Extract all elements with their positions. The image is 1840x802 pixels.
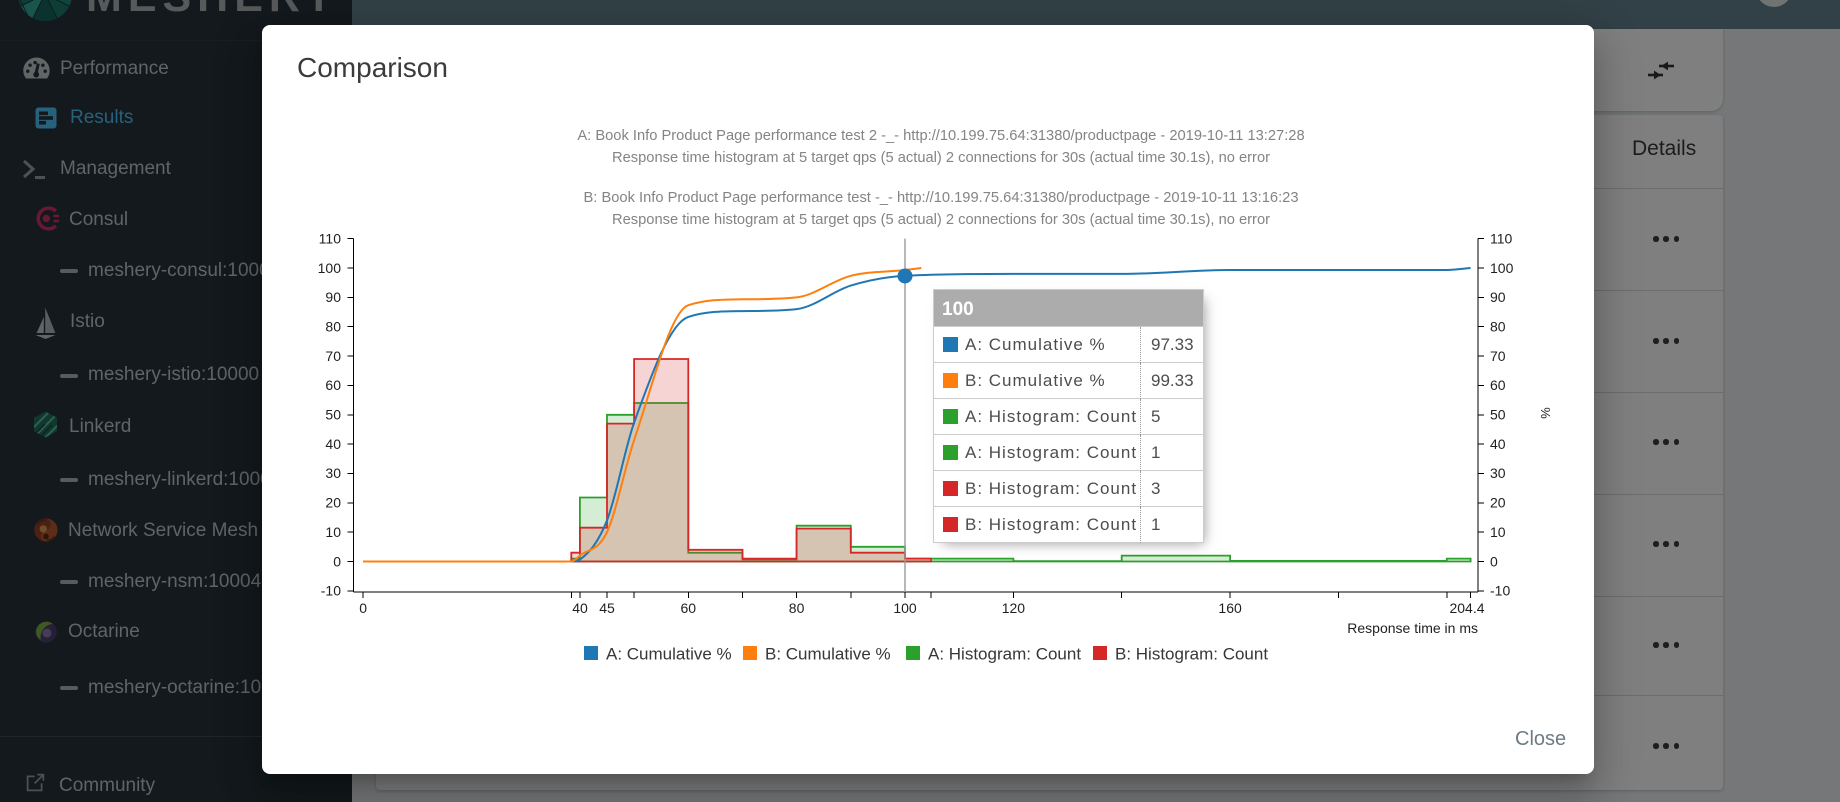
svg-text:%: %: [1538, 407, 1553, 419]
svg-text:110: 110: [319, 230, 342, 246]
svg-text:A: Cumulative %: A: Cumulative %: [606, 645, 732, 664]
svg-text:30: 30: [1490, 465, 1506, 481]
svg-text:110: 110: [1490, 230, 1513, 246]
svg-text:60: 60: [325, 377, 341, 393]
svg-text:120: 120: [1002, 600, 1026, 616]
svg-text:80: 80: [1490, 319, 1506, 335]
svg-text:40: 40: [1490, 436, 1506, 452]
svg-text:-10: -10: [321, 583, 341, 599]
svg-text:90: 90: [325, 289, 341, 305]
svg-text:100: 100: [1490, 260, 1514, 276]
svg-text:70: 70: [1490, 348, 1506, 364]
svg-text:10: 10: [1490, 524, 1506, 540]
svg-text:80: 80: [789, 600, 805, 616]
svg-text:204.4: 204.4: [1449, 600, 1484, 616]
svg-text:80: 80: [325, 319, 341, 335]
svg-text:90: 90: [1490, 289, 1506, 305]
svg-text:20: 20: [1490, 495, 1506, 511]
svg-text:100: 100: [318, 260, 342, 276]
svg-text:-10: -10: [1490, 583, 1510, 599]
svg-text:50: 50: [325, 407, 341, 423]
svg-text:Response time in ms: Response time in ms: [1347, 620, 1478, 636]
svg-text:40: 40: [325, 436, 341, 452]
svg-text:50: 50: [1490, 407, 1506, 423]
svg-text:60: 60: [1490, 377, 1506, 393]
svg-text:B: Cumulative %: B: Cumulative %: [765, 645, 891, 664]
svg-text:60: 60: [681, 600, 697, 616]
svg-text:45: 45: [599, 600, 615, 616]
svg-text:40: 40: [572, 600, 588, 616]
svg-text:0: 0: [359, 600, 367, 616]
svg-text:70: 70: [325, 348, 341, 364]
svg-text:0: 0: [333, 553, 341, 569]
svg-text:20: 20: [325, 495, 341, 511]
svg-text:100: 100: [893, 600, 917, 616]
svg-text:10: 10: [325, 524, 341, 540]
svg-text:160: 160: [1218, 600, 1242, 616]
svg-text:0: 0: [1490, 553, 1498, 569]
svg-text:A: Histogram: Count: A: Histogram: Count: [928, 645, 1081, 664]
svg-text:B: Histogram: Count: B: Histogram: Count: [1115, 645, 1268, 664]
svg-text:30: 30: [325, 465, 341, 481]
